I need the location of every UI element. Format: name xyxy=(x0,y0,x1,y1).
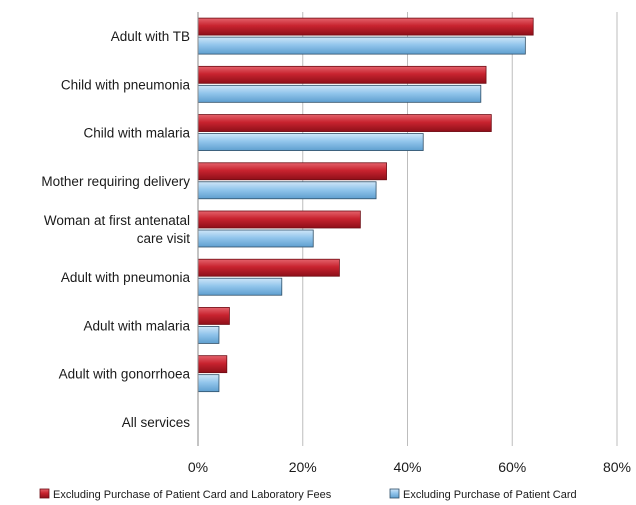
bar-series-1 xyxy=(197,114,492,132)
bar-series-1 xyxy=(197,307,230,325)
bar-series-2 xyxy=(197,229,314,248)
legend-swatch xyxy=(389,488,400,499)
category-label: Child with malaria xyxy=(83,126,190,141)
category-label: Mother requiring delivery xyxy=(41,174,190,189)
legend-label: Excluding Purchase of Patient Card and L… xyxy=(53,489,332,501)
category-label: care visit xyxy=(137,231,191,246)
bar-series-2 xyxy=(197,277,283,296)
bar-series-2 xyxy=(197,374,220,393)
bar-series-2 xyxy=(197,181,377,200)
x-tick-labels: 0% 20% 40% 60% 80% xyxy=(188,459,631,475)
bar-series-2 xyxy=(197,36,526,55)
x-tick-label: 0% xyxy=(188,459,208,475)
bar-series-2 xyxy=(197,84,482,103)
category-label: Adult with pneumonia xyxy=(61,270,191,285)
legend: Excluding Purchase of Patient Card and L… xyxy=(39,488,577,501)
bar-series-1 xyxy=(197,355,228,374)
bar-series-1 xyxy=(197,210,361,229)
x-tick-label: 80% xyxy=(603,459,631,475)
category-label: Adult with gonorrhoea xyxy=(59,367,191,382)
x-tick-label: 40% xyxy=(393,459,421,475)
category-label: All services xyxy=(122,415,191,430)
bar-series-1 xyxy=(197,258,340,277)
category-label: Adult with malaria xyxy=(83,318,190,333)
category-label: Adult with TB xyxy=(111,29,190,44)
bar-series-2 xyxy=(197,133,424,151)
bar-series-1 xyxy=(197,17,534,36)
category-label: Child with pneumonia xyxy=(61,77,191,92)
bar-series-1 xyxy=(197,162,387,181)
category-label: Woman at first antenatal xyxy=(44,213,190,228)
legend-swatch xyxy=(39,488,50,499)
category-labels: Adult with TB Child with pneumonia Child w… xyxy=(41,29,190,430)
gridlines xyxy=(302,12,618,446)
legend-label: Excluding Purchase of Patient Card xyxy=(403,489,577,501)
bar-series-2 xyxy=(197,326,220,344)
x-tick-label: 20% xyxy=(289,459,317,475)
bars xyxy=(197,17,534,393)
x-tick-label: 60% xyxy=(498,459,526,475)
bar-series-1 xyxy=(197,65,487,84)
